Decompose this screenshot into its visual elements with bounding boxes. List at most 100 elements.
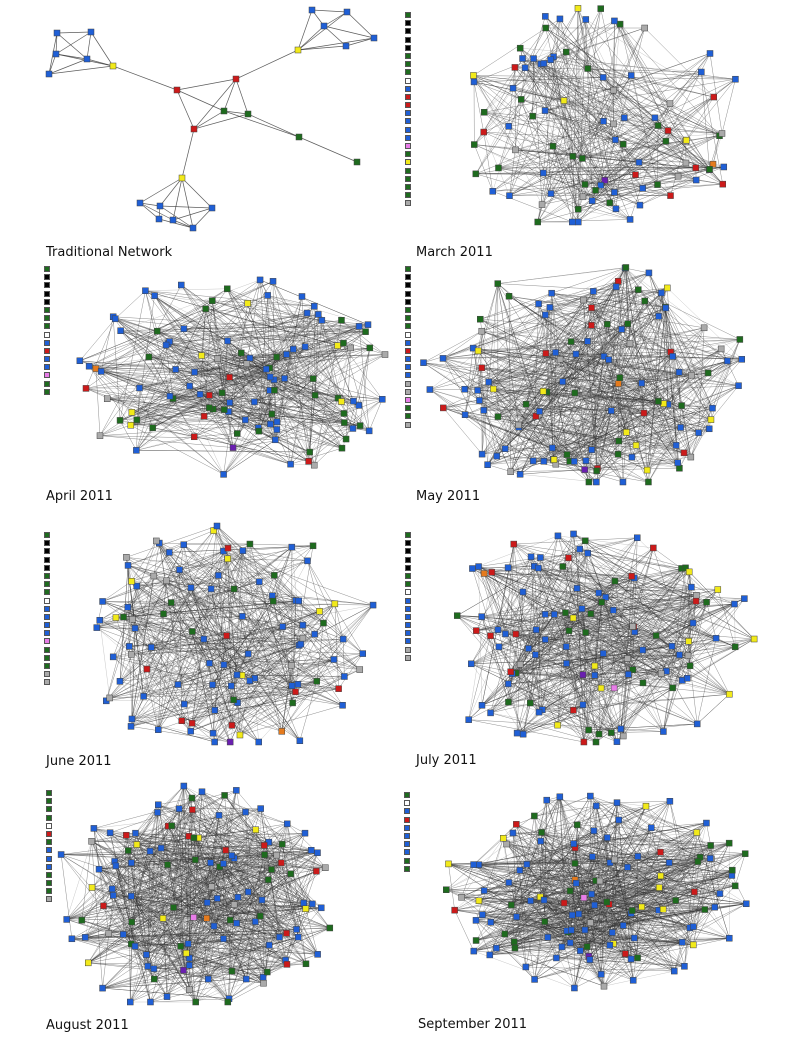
network-node — [93, 624, 101, 631]
network-edge — [481, 556, 532, 617]
network-edge — [183, 544, 317, 682]
network-edge — [646, 359, 742, 471]
network-edge — [475, 18, 561, 174]
network-node — [547, 190, 555, 197]
graph-may2011 — [420, 264, 746, 486]
network-edge — [176, 78, 237, 91]
network-node — [540, 169, 547, 177]
network-edge — [509, 188, 643, 196]
network-edge — [497, 283, 677, 446]
network-edge — [481, 329, 622, 455]
network-edge — [334, 603, 344, 640]
network-edge — [490, 552, 588, 636]
network-edge — [603, 598, 745, 654]
network-node — [478, 450, 486, 458]
network-edge — [525, 287, 668, 405]
network-edge — [666, 671, 698, 725]
network-node — [591, 662, 599, 670]
network-node — [308, 6, 316, 14]
network-edge — [541, 162, 640, 205]
network-edge — [277, 421, 345, 423]
network-edge — [130, 681, 317, 727]
network-node — [542, 350, 550, 357]
network-edge — [282, 603, 335, 627]
network-edge — [139, 371, 195, 389]
network-edge — [545, 314, 568, 455]
network-edge — [549, 307, 659, 317]
network-edge — [513, 544, 531, 704]
network-edge — [508, 296, 609, 360]
network-edge — [481, 330, 664, 404]
network-edge — [582, 674, 612, 733]
network-node — [539, 388, 547, 395]
network-edge — [190, 691, 296, 732]
network-edge — [481, 331, 545, 462]
network-edge — [281, 604, 374, 732]
network-edge — [193, 78, 237, 130]
network-node — [202, 305, 209, 313]
network-node — [206, 404, 213, 411]
network-node — [246, 677, 253, 685]
network-edge — [473, 75, 516, 151]
network-edge — [101, 371, 230, 378]
network-node — [211, 706, 218, 714]
network-node — [191, 433, 198, 441]
network-node — [639, 679, 647, 687]
network-edge — [490, 575, 632, 637]
legend-swatch — [44, 613, 50, 620]
network-edge — [490, 712, 597, 743]
network-node — [563, 660, 570, 667]
network-edge — [568, 537, 638, 559]
network-node — [680, 449, 688, 457]
network-node — [111, 315, 119, 323]
network-node — [273, 426, 281, 433]
network-edge — [554, 537, 638, 615]
legend-swatch — [405, 36, 411, 43]
network-node — [724, 357, 731, 365]
network-edge — [131, 703, 185, 720]
network-node — [718, 130, 726, 137]
network-edge — [553, 352, 556, 460]
network-edge — [491, 567, 539, 573]
network-edge — [473, 347, 612, 411]
legend-swatch — [46, 871, 52, 878]
network-edge — [48, 65, 114, 75]
network-node — [180, 325, 188, 333]
network-edge — [639, 163, 714, 206]
network-edge — [550, 59, 579, 223]
network-edge — [484, 19, 586, 113]
network-node — [169, 216, 177, 224]
network-edge — [112, 540, 157, 657]
network-node — [315, 311, 322, 318]
network-edge — [515, 626, 634, 674]
network-edge — [246, 363, 347, 440]
network-edge — [615, 144, 624, 209]
legend-swatch — [44, 597, 50, 604]
network-edge — [591, 325, 678, 463]
network-node — [304, 557, 311, 565]
network-edge — [510, 299, 584, 472]
network-edge — [550, 18, 561, 60]
network-node — [379, 396, 386, 403]
network-node — [584, 65, 592, 72]
network-edge — [429, 287, 668, 390]
network-edge — [128, 850, 131, 1003]
network-edge — [544, 110, 579, 210]
network-node — [645, 478, 652, 486]
network-edge — [554, 614, 662, 674]
network-edge — [181, 674, 238, 721]
network-node — [617, 725, 625, 733]
network-edge — [212, 637, 304, 734]
network-edge — [313, 398, 339, 466]
network-node — [570, 706, 577, 714]
network-node — [698, 68, 705, 76]
network-node — [99, 598, 106, 605]
network-node — [96, 617, 104, 624]
legend-swatch — [44, 564, 50, 571]
network-edge — [545, 314, 588, 342]
network-edge — [235, 78, 249, 115]
network-node — [209, 681, 216, 688]
network-edge — [227, 288, 316, 396]
network-node — [515, 421, 522, 429]
network-node — [704, 369, 712, 377]
